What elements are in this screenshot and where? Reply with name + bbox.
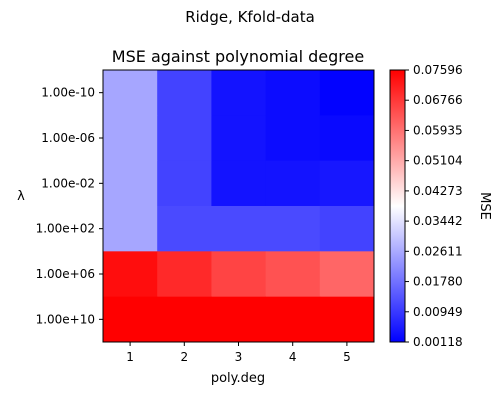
colorbar-tick-label: 0.07596 xyxy=(413,63,463,77)
x-tick-label: 4 xyxy=(289,350,297,364)
y-tick-label: 1.00e-06 xyxy=(41,131,95,145)
heatmap-cell xyxy=(211,206,267,252)
heatmap-cell xyxy=(211,296,267,343)
chart-title: MSE against polynomial degree xyxy=(112,47,364,66)
x-tick-label: 1 xyxy=(126,350,134,364)
x-axis-label: poly.deg xyxy=(211,371,265,386)
heatmap-cell xyxy=(265,296,321,343)
heatmap-cell xyxy=(319,115,375,162)
colorbar-label: MSE xyxy=(477,192,492,220)
heatmap-cell xyxy=(319,70,375,116)
y-tick-label: 1.00e-10 xyxy=(41,86,95,100)
heatmap-cell xyxy=(103,115,158,162)
heatmap-cell xyxy=(265,160,321,207)
colorbar-tick-label: 0.00118 xyxy=(413,335,463,349)
colorbar-tick-label: 0.01780 xyxy=(413,275,463,289)
heatmap-cell xyxy=(265,251,321,298)
y-tick-label: 1.00e-02 xyxy=(41,176,95,190)
heatmap-cell xyxy=(265,115,321,162)
heatmap-cell xyxy=(211,160,267,207)
y-axis-ticks: 1.00e-10 1.00e-06 1.00e-02 1.00e+02 1.00e+06… xyxy=(36,86,103,326)
heatmap-cell xyxy=(103,296,158,343)
y-tick-label: 1.00e+06 xyxy=(36,267,95,281)
x-tick-label: 2 xyxy=(180,350,188,364)
heatmap-cell xyxy=(319,160,375,207)
heatmap-cell xyxy=(103,160,158,207)
heatmap-cell xyxy=(103,70,158,116)
x-tick-label: 5 xyxy=(343,350,351,364)
colorbar-tick-label: 0.00949 xyxy=(413,305,463,319)
heatmap-cell xyxy=(319,296,375,343)
heatmap-cell xyxy=(157,70,212,116)
heatmap-cell xyxy=(211,70,267,116)
colorbar-tick-label: 0.02611 xyxy=(413,244,463,258)
heatmap-cell xyxy=(157,115,212,162)
heatmap-cell xyxy=(103,206,158,252)
colorbar xyxy=(389,69,406,343)
y-tick-label: 1.00e+02 xyxy=(36,222,95,236)
heatmap-cell xyxy=(265,206,321,252)
x-tick-label: 3 xyxy=(235,350,243,364)
y-axis-label: λ xyxy=(17,189,25,204)
heatmap-cell xyxy=(265,70,321,116)
heatmap-cell xyxy=(157,296,212,343)
heatmap-cell xyxy=(319,251,375,298)
y-tick-label: 1.00e+10 xyxy=(36,312,95,326)
colorbar-tick-label: 0.03442 xyxy=(413,214,463,228)
colorbar-tick-label: 0.05104 xyxy=(413,154,463,168)
heatmap-cell xyxy=(211,251,267,298)
heatmap-cell xyxy=(157,251,212,298)
heatmap-cell xyxy=(157,206,212,252)
colorbar-tick-label: 0.05935 xyxy=(413,123,463,137)
heatmap-cells xyxy=(103,70,375,343)
x-axis-ticks: 1 2 3 4 5 xyxy=(126,342,351,364)
heatmap-cell xyxy=(157,160,212,207)
heatmap-cell xyxy=(211,115,267,162)
colorbar-tick-label: 0.04273 xyxy=(413,184,463,198)
chart-suptitle: Ridge, Kfold-data xyxy=(185,8,315,26)
colorbar-tick-label: 0.06766 xyxy=(413,93,463,107)
heatmap-cell xyxy=(319,206,375,252)
heatmap-cell xyxy=(103,251,158,298)
colorbar-ticks: 0.07596 0.06766 0.05935 0.05104 0.04273 0.034… xyxy=(405,63,463,349)
